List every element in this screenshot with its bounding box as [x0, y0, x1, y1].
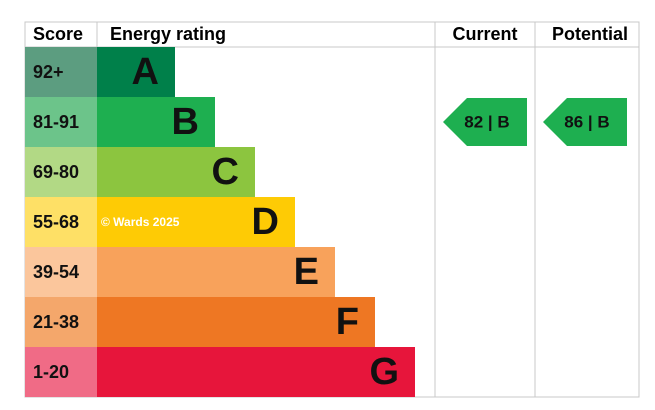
- header-potential: Potential: [552, 24, 628, 44]
- score-range: 69-80: [33, 162, 79, 182]
- band-bar: [97, 197, 295, 247]
- band-bar: [97, 297, 375, 347]
- score-cell: [25, 147, 97, 197]
- watermark: © Wards 2025: [101, 215, 180, 229]
- header-rating: Energy rating: [110, 24, 226, 44]
- band-bar: [97, 47, 175, 97]
- band-letter: G: [369, 351, 399, 393]
- band-bar: [97, 347, 415, 397]
- score-cell: [25, 197, 97, 247]
- score-cell: [25, 47, 97, 97]
- band-bar: [97, 147, 255, 197]
- current-arrow: [443, 98, 527, 146]
- score-cell: [25, 97, 97, 147]
- score-range: 21-38: [33, 312, 79, 332]
- band-letter: A: [132, 51, 159, 93]
- score-cell: [25, 297, 97, 347]
- band-letter: B: [172, 101, 199, 143]
- potential-arrow: [543, 98, 627, 146]
- band-bar: [97, 97, 215, 147]
- score-cell: [25, 347, 97, 397]
- band-letter: D: [252, 201, 279, 243]
- score-range: 55-68: [33, 212, 79, 232]
- score-range: 1-20: [33, 362, 69, 382]
- score-range: 81-91: [33, 112, 79, 132]
- score-cell: [25, 247, 97, 297]
- band-letter: E: [294, 251, 319, 293]
- band-bar: [97, 247, 335, 297]
- header-score: Score: [33, 24, 83, 44]
- band-letter: F: [336, 301, 359, 343]
- potential-label: 86 | B: [564, 112, 609, 131]
- header-current: Current: [452, 24, 517, 44]
- score-range: 92+: [33, 62, 64, 82]
- current-label: 82 | B: [464, 112, 509, 131]
- score-range: 39-54: [33, 262, 79, 282]
- band-letter: C: [212, 151, 239, 193]
